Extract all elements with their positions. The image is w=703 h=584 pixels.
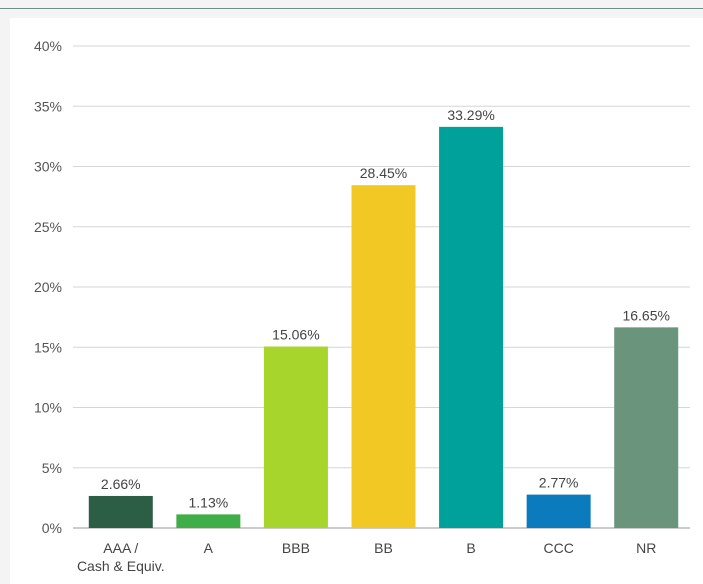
y-tick-label: 15% (34, 339, 62, 355)
data-label: 28.45% (360, 165, 407, 181)
x-tick-label: CCC (543, 540, 573, 556)
y-tick-label: 5% (42, 460, 62, 476)
x-tick-label: BB (374, 540, 393, 556)
x-tick-label: BBB (282, 540, 310, 556)
data-label: 1.13% (189, 494, 229, 510)
y-axis-ticks: 0% 5% 10% 15% 20% 25% 30% 35% 40% (34, 38, 62, 536)
x-tick-label: Cash & Equiv. (77, 558, 165, 574)
x-tick-label: NR (636, 540, 656, 556)
y-tick-label: 0% (42, 520, 62, 536)
bar (526, 494, 591, 528)
category-labels: AAA /Cash & Equiv.A BBB BB B CCC NR (77, 540, 656, 574)
data-label: 16.65% (622, 307, 669, 323)
x-tick-label: A (204, 540, 214, 556)
top-divider (0, 8, 703, 9)
y-tick-label: 35% (34, 98, 62, 114)
bar (614, 327, 679, 528)
y-tick-label: 25% (34, 219, 62, 235)
y-tick-label: 40% (34, 38, 62, 54)
bar (176, 514, 241, 528)
y-tick-label: 30% (34, 159, 62, 175)
bar (88, 495, 153, 528)
bars (88, 126, 679, 529)
y-tick-label: 20% (34, 279, 62, 295)
data-label: 33.29% (447, 107, 494, 123)
data-label: 2.77% (539, 475, 579, 491)
y-tick-label: 10% (34, 400, 62, 416)
bar (351, 185, 416, 529)
bar (263, 346, 328, 528)
x-tick-label: AAA / (103, 540, 138, 556)
data-label: 2.66% (101, 476, 141, 492)
data-label: 15.06% (272, 327, 319, 343)
bar (439, 126, 504, 528)
value-labels: 2.66% 1.13% 15.06% 28.45% 33.29% 2.77% 16.65% (101, 107, 670, 511)
x-tick-label: B (466, 540, 475, 556)
